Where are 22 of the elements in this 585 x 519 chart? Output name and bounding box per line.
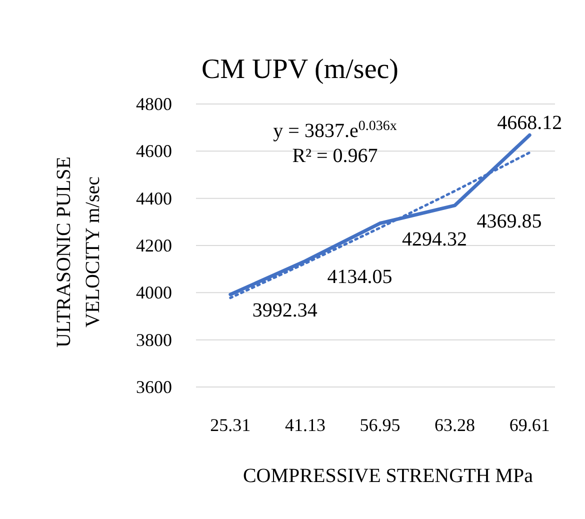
- y-tick-label: 4800: [136, 94, 172, 114]
- chart-title: CM UPV (m/sec): [201, 54, 399, 85]
- data-label: 4294.32: [402, 228, 467, 250]
- x-tick-label: 56.95: [360, 415, 400, 435]
- data-label: 4369.85: [476, 210, 542, 232]
- y-tick-label: 4600: [136, 141, 172, 162]
- y-tick-label: 4200: [136, 236, 172, 256]
- y-tick-label: 4000: [136, 282, 172, 303]
- data-label: 4668.12: [497, 112, 562, 134]
- data-label: 4134.05: [327, 266, 392, 288]
- annotation: R² = 0.967: [292, 145, 378, 167]
- x-tick-label: 69.61: [509, 415, 550, 435]
- y-tick-label: 4400: [136, 188, 172, 208]
- x-tick-label: 41.13: [284, 415, 326, 435]
- data-label: 3992.34: [252, 299, 318, 322]
- x-tick-label: 63.28: [434, 415, 476, 435]
- y-tick-label: 3800: [136, 330, 172, 350]
- y-tick-label: 3600: [136, 377, 172, 397]
- x-axis-title: COMPRESSIVE STRENGTH MPa: [242, 465, 534, 487]
- x-tick-label: 25.31: [210, 415, 251, 435]
- annotation: y = 3837.e$^{0.036x}$: [273, 118, 397, 142]
- y-axis-title: ULTRASONIC PULSE VELOCITY m/sec: [53, 156, 104, 348]
